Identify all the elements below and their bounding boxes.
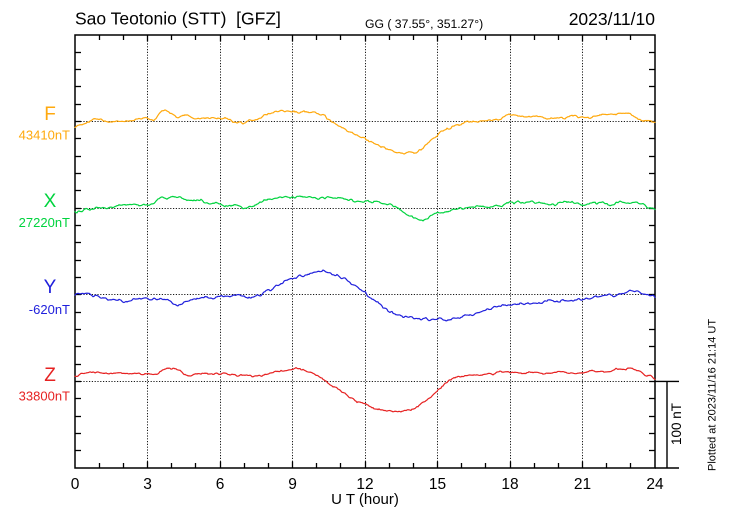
- svg-text:2023/11/10: 2023/11/10: [569, 9, 656, 29]
- svg-text:Z: Z: [44, 365, 56, 386]
- svg-text:6: 6: [216, 476, 225, 493]
- svg-text:100 nT: 100 nT: [669, 403, 684, 445]
- svg-text:18: 18: [501, 476, 518, 493]
- svg-text:Plotted at 2023/11/16 21:14 UT: Plotted at 2023/11/16 21:14 UT: [707, 319, 719, 471]
- svg-text:12: 12: [356, 476, 373, 493]
- svg-text:33800nT: 33800nT: [19, 389, 70, 404]
- svg-text:Sao Teotonio (STT) [GFZ]: Sao Teotonio (STT) [GFZ]: [75, 9, 281, 29]
- svg-text:43410nT: 43410nT: [19, 127, 70, 142]
- svg-text:27220nT: 27220nT: [19, 215, 70, 230]
- svg-text:15: 15: [429, 476, 446, 493]
- svg-text:21: 21: [574, 476, 591, 493]
- svg-text:X: X: [44, 191, 57, 212]
- svg-text:0: 0: [71, 476, 80, 493]
- svg-text:24: 24: [646, 476, 664, 493]
- svg-text:GG ( 37.55°, 351.27°): GG ( 37.55°, 351.27°): [365, 17, 483, 31]
- svg-text:U T (hour): U T (hour): [331, 491, 399, 508]
- svg-text:3: 3: [143, 476, 152, 493]
- svg-text:Y: Y: [44, 277, 57, 298]
- svg-text:F: F: [44, 104, 56, 125]
- svg-text:9: 9: [288, 476, 297, 493]
- svg-text:-620nT: -620nT: [29, 302, 70, 317]
